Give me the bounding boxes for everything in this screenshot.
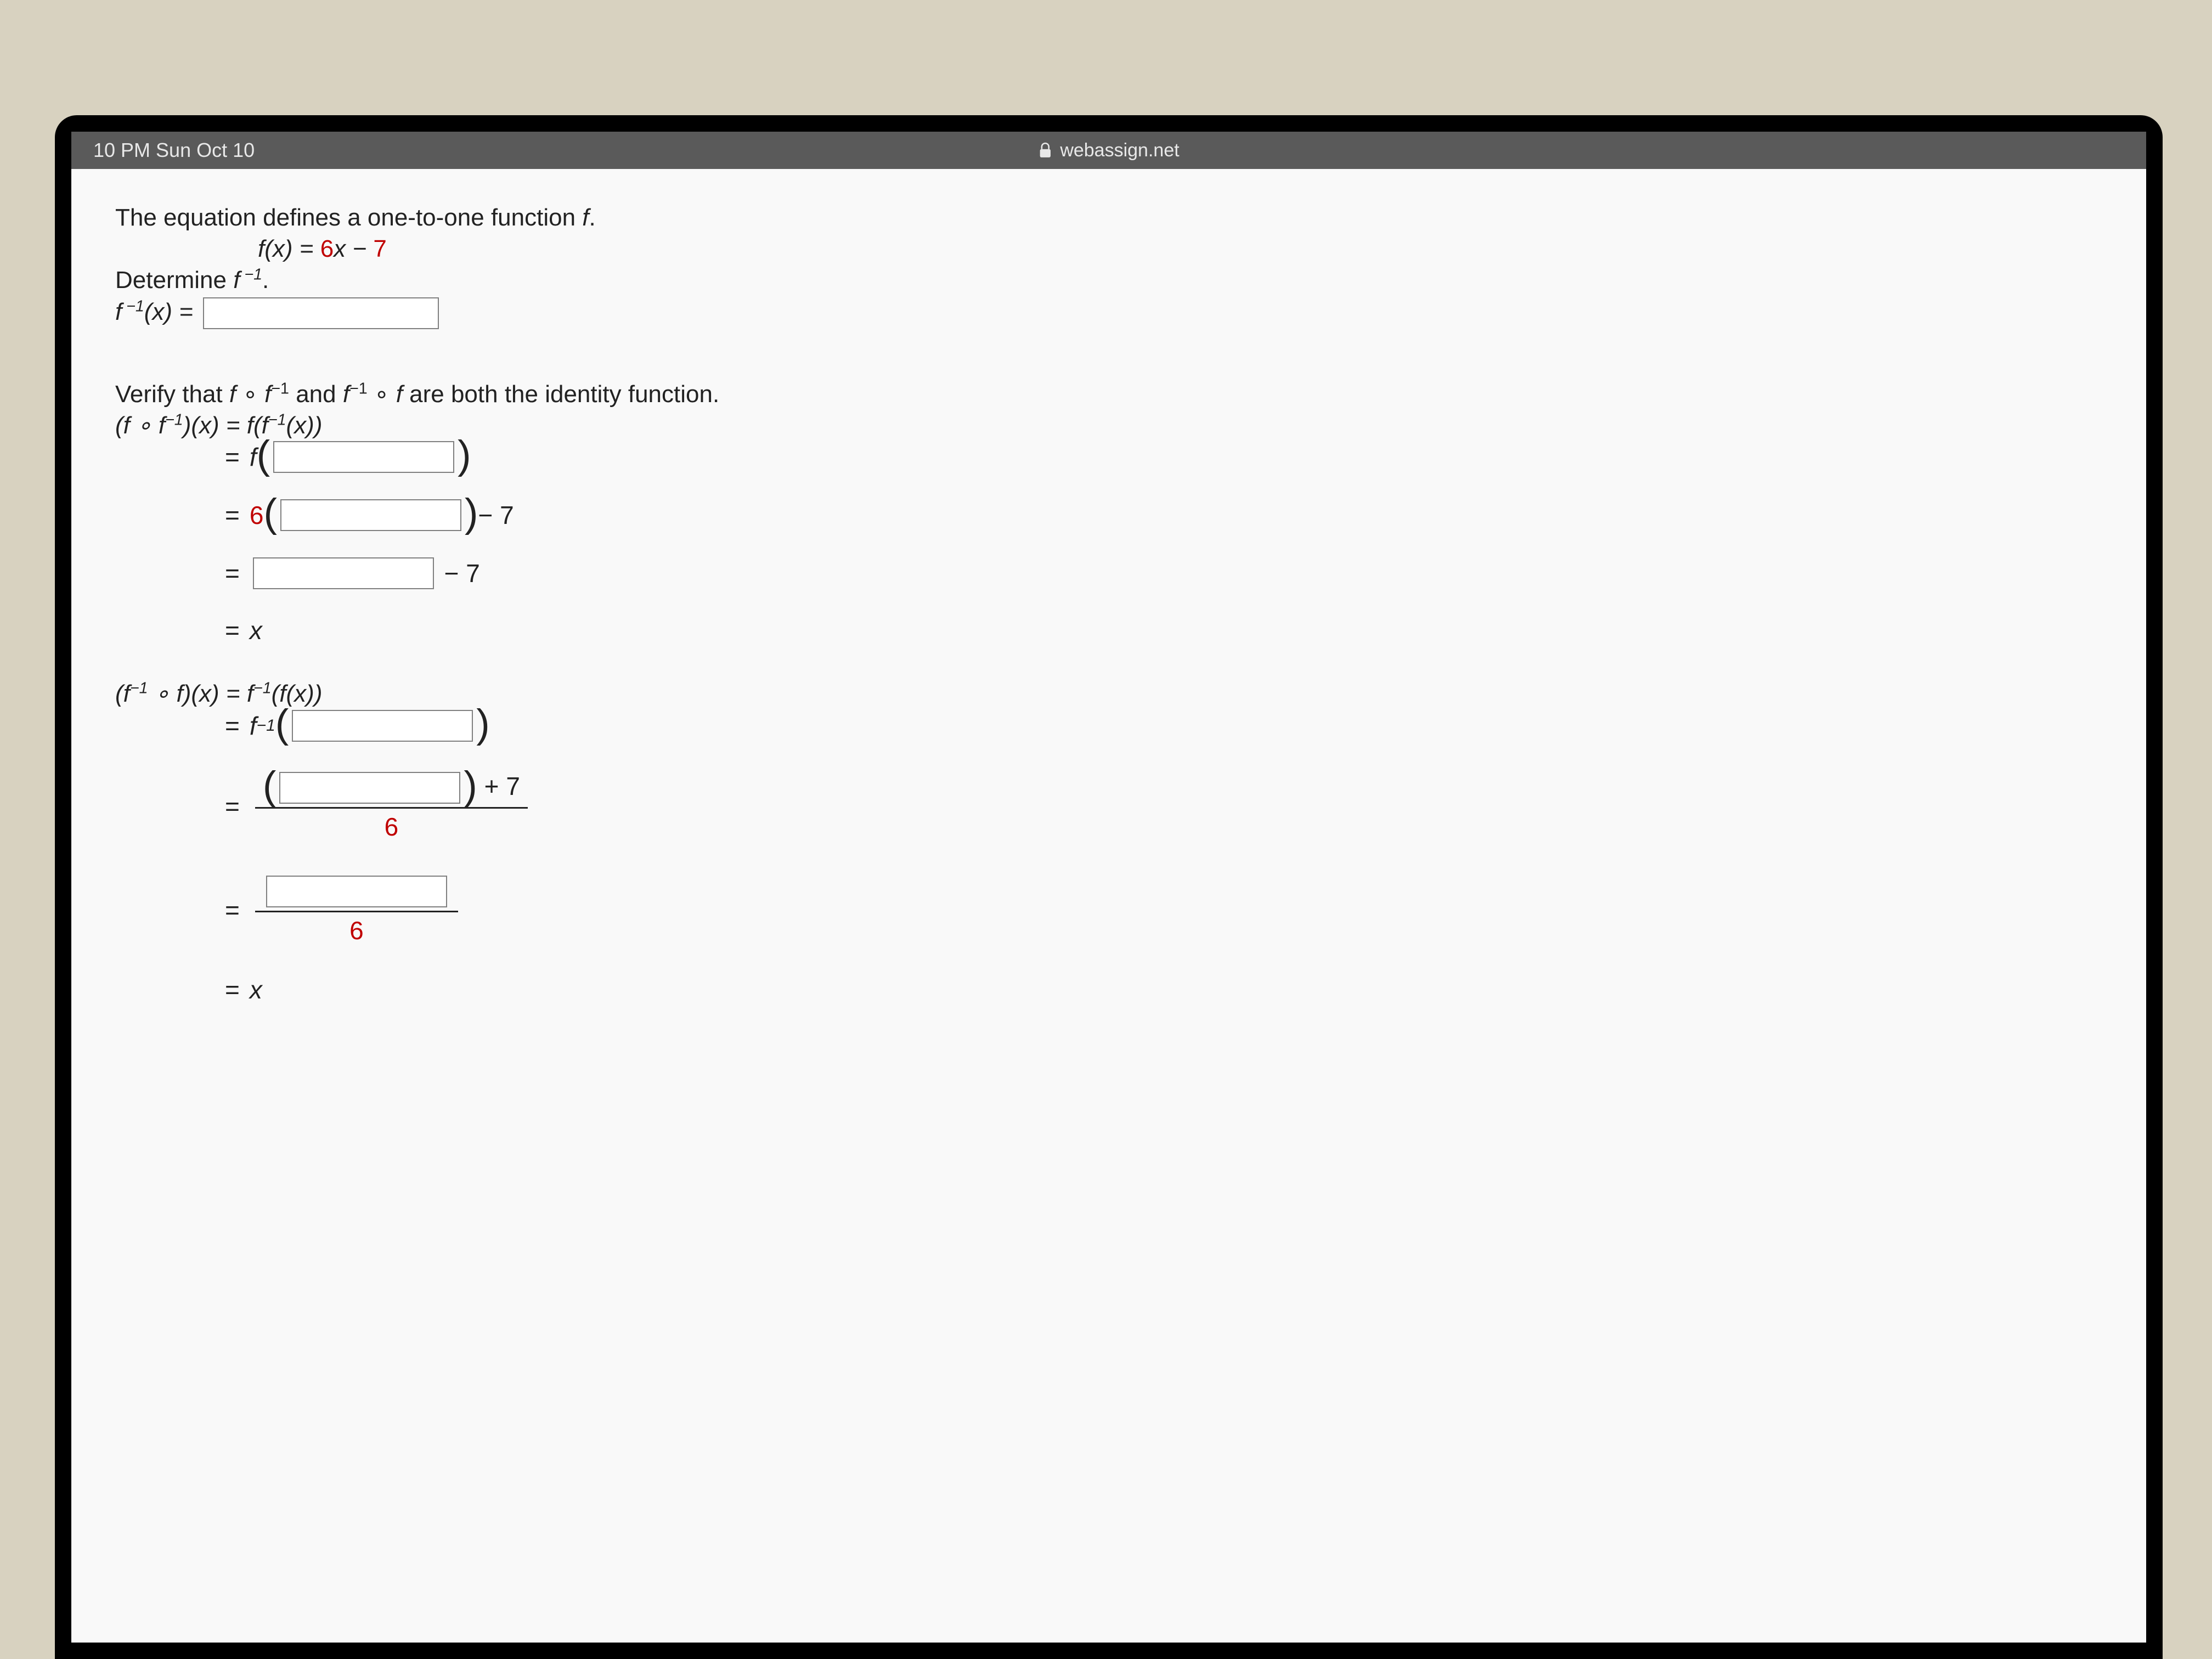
comp2-input-2[interactable] bbox=[279, 772, 460, 804]
finv-f: f bbox=[115, 298, 122, 325]
comp1-c: (x)) bbox=[286, 412, 323, 439]
fx-mid: x − bbox=[334, 235, 373, 262]
comp2-sup2: −1 bbox=[253, 680, 272, 697]
finv-input-line: f −1(x) = bbox=[115, 296, 2102, 329]
eq6: = bbox=[225, 792, 240, 821]
denom6-1: 6 bbox=[377, 809, 407, 845]
fx-label: f(x) = bbox=[258, 235, 320, 262]
comp1-step4: = x bbox=[225, 616, 2102, 645]
verify-t3: are both the identity function. bbox=[403, 381, 719, 408]
eq5: = bbox=[225, 711, 240, 741]
frac-2: 6 bbox=[255, 871, 458, 949]
finv-answer-input[interactable] bbox=[203, 297, 439, 329]
comp2-a: (f bbox=[115, 680, 130, 707]
eq8: = bbox=[225, 975, 240, 1005]
verify-f2: f bbox=[396, 381, 403, 408]
minus7-1: − 7 bbox=[478, 500, 514, 530]
screen: 10 PM Sun Oct 10 webassign.net The equat… bbox=[71, 132, 2146, 1643]
eq4: = bbox=[225, 616, 240, 645]
determine-text: Determine bbox=[115, 267, 233, 294]
comp2-sup1: −1 bbox=[130, 680, 148, 697]
eq3: = bbox=[225, 558, 240, 588]
verify-line: Verify that f ∘ f−1 and f−1 ∘ f are both… bbox=[115, 379, 2102, 410]
intro-var: f bbox=[582, 204, 589, 231]
frac-1: () + 7 6 bbox=[255, 768, 528, 845]
fx-equation: f(x) = 6x − 7 bbox=[115, 233, 2102, 264]
comp1-step1: = f() bbox=[225, 441, 2102, 473]
eq2: = bbox=[225, 500, 240, 530]
x-1: x bbox=[250, 616, 262, 645]
coeff6-1: 6 bbox=[250, 500, 264, 530]
comp1-a: (f ∘ f bbox=[115, 412, 165, 439]
eq1: = bbox=[225, 442, 240, 472]
comp1-b: )(x) = f(f bbox=[183, 412, 268, 439]
comp1-step3: = − 7 bbox=[225, 557, 2102, 589]
x-2: x bbox=[250, 975, 262, 1005]
verify-circ1: ∘ bbox=[236, 381, 264, 408]
address-domain: webassign.net bbox=[1060, 140, 1179, 161]
verify-f1: f bbox=[229, 381, 236, 408]
plus7-1: + 7 bbox=[477, 772, 520, 800]
verify-sup2: −1 bbox=[349, 380, 368, 397]
finv-open1: f bbox=[250, 711, 257, 741]
fx-const: 7 bbox=[373, 235, 386, 262]
status-time-date: 10 PM Sun Oct 10 bbox=[93, 139, 255, 162]
comp1-sup2: −1 bbox=[268, 411, 286, 428]
comp2-b: ∘ f)(x) = f bbox=[148, 680, 254, 707]
comp1-input-3[interactable] bbox=[253, 557, 434, 589]
comp1-header: (f ∘ f−1)(x) = f(f−1(x)) bbox=[115, 410, 2102, 441]
minus7-2: − 7 bbox=[444, 558, 480, 588]
tablet-bezel: 10 PM Sun Oct 10 webassign.net The equat… bbox=[55, 115, 2163, 1659]
comp1-sup1: −1 bbox=[165, 411, 183, 428]
determine-sup: −1 bbox=[240, 266, 262, 284]
verify-finv1: f bbox=[264, 381, 271, 408]
verify-t1: Verify that bbox=[115, 381, 229, 408]
comp1-step2: = 6() − 7 bbox=[225, 499, 2102, 531]
comp2-step3: = 6 bbox=[225, 871, 2102, 949]
lock-icon bbox=[1038, 142, 1052, 159]
comp2-header: (f−1 ∘ f)(x) = f−1(f(x)) bbox=[115, 678, 2102, 709]
comp2-step2: = () + 7 6 bbox=[225, 768, 2102, 845]
determine-f: f bbox=[233, 267, 240, 294]
determine-period: . bbox=[262, 267, 269, 294]
comp2-step4: = x bbox=[225, 975, 2102, 1005]
intro-line: The equation defines a one-to-one functi… bbox=[115, 202, 2102, 233]
comp2-input-1[interactable] bbox=[292, 710, 473, 742]
browser-status-bar: 10 PM Sun Oct 10 webassign.net bbox=[71, 132, 2146, 169]
fx-coeff: 6 bbox=[320, 235, 334, 262]
finv-sup: −1 bbox=[122, 297, 144, 315]
comp1-input-2[interactable] bbox=[280, 499, 461, 531]
comp1-input-1[interactable] bbox=[273, 441, 454, 473]
address-bar[interactable]: webassign.net bbox=[1038, 140, 1179, 161]
verify-finv2: f bbox=[343, 381, 349, 408]
finv-open-sup: −1 bbox=[257, 716, 275, 735]
verify-t2: and bbox=[289, 381, 343, 408]
denom6-2: 6 bbox=[342, 912, 371, 949]
page-content: The equation defines a one-to-one functi… bbox=[71, 169, 2146, 1643]
comp2-input-3[interactable] bbox=[266, 876, 447, 907]
intro-period: . bbox=[589, 204, 596, 231]
finv-label: (x) = bbox=[144, 298, 200, 325]
eq7: = bbox=[225, 895, 240, 925]
determine-line: Determine f −1. bbox=[115, 264, 2102, 296]
intro-text: The equation defines a one-to-one functi… bbox=[115, 204, 582, 231]
comp2-step1: = f−1() bbox=[225, 710, 2102, 742]
f-open1: f bbox=[250, 442, 257, 472]
verify-sup1: −1 bbox=[271, 380, 289, 397]
verify-circ2: ∘ bbox=[368, 381, 396, 408]
